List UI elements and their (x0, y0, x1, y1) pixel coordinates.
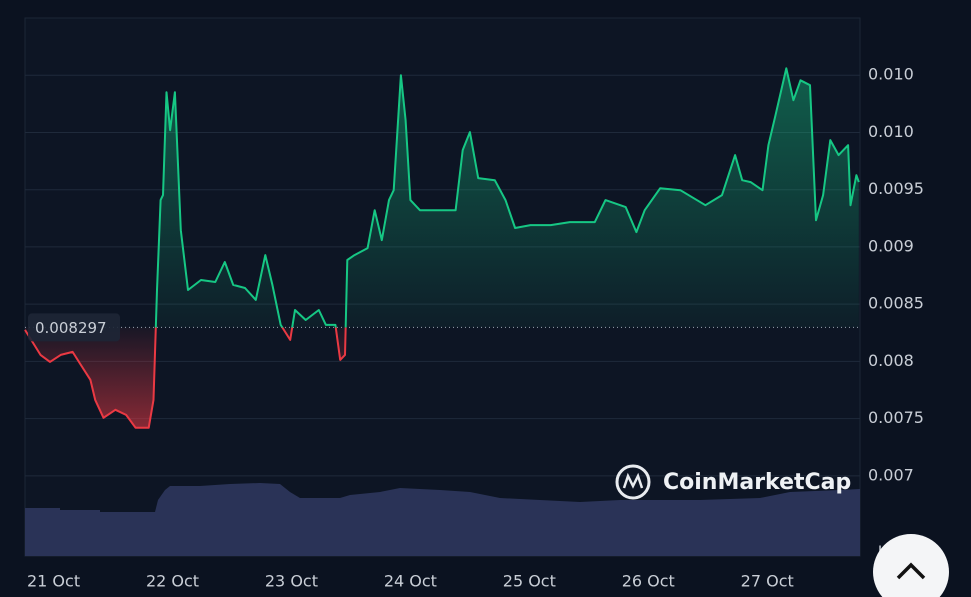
watermark-logo (615, 464, 651, 500)
watermark: CoinMarketCap (615, 464, 851, 500)
price-line (24, 67, 860, 429)
volume-area (25, 483, 860, 556)
watermark-logo-mark (622, 472, 644, 489)
y-tick-label: 0.0085 (868, 294, 924, 313)
y-tick-label: 0.0075 (868, 408, 924, 427)
price-area (25, 68, 859, 428)
x-tick-label: 23 Oct (265, 572, 318, 591)
chevron-icon (896, 562, 926, 580)
x-tick-label: 21 Oct (27, 572, 80, 591)
y-tick-label: 0.007 (868, 465, 914, 484)
y-tick-label: 0.0095 (868, 179, 924, 198)
x-tick-label: 26 Oct (622, 572, 675, 591)
x-tick-label: 22 Oct (146, 572, 199, 591)
y-tick-label: 0.010 (868, 122, 914, 141)
plot: 0.008297 (24, 67, 860, 429)
y-tick-label: 0.010 (868, 65, 914, 84)
y-tick-label: 0.009 (868, 236, 914, 255)
x-tick-label: 27 Oct (741, 572, 794, 591)
baseline-label: 0.008297 (35, 319, 107, 337)
watermark-text: CoinMarketCap (663, 470, 851, 495)
x-tick-label: 24 Oct (384, 572, 437, 591)
y-tick-label: 0.008 (868, 351, 914, 370)
baseline-label-box (28, 313, 120, 342)
x-tick-label: 25 Oct (503, 572, 556, 591)
